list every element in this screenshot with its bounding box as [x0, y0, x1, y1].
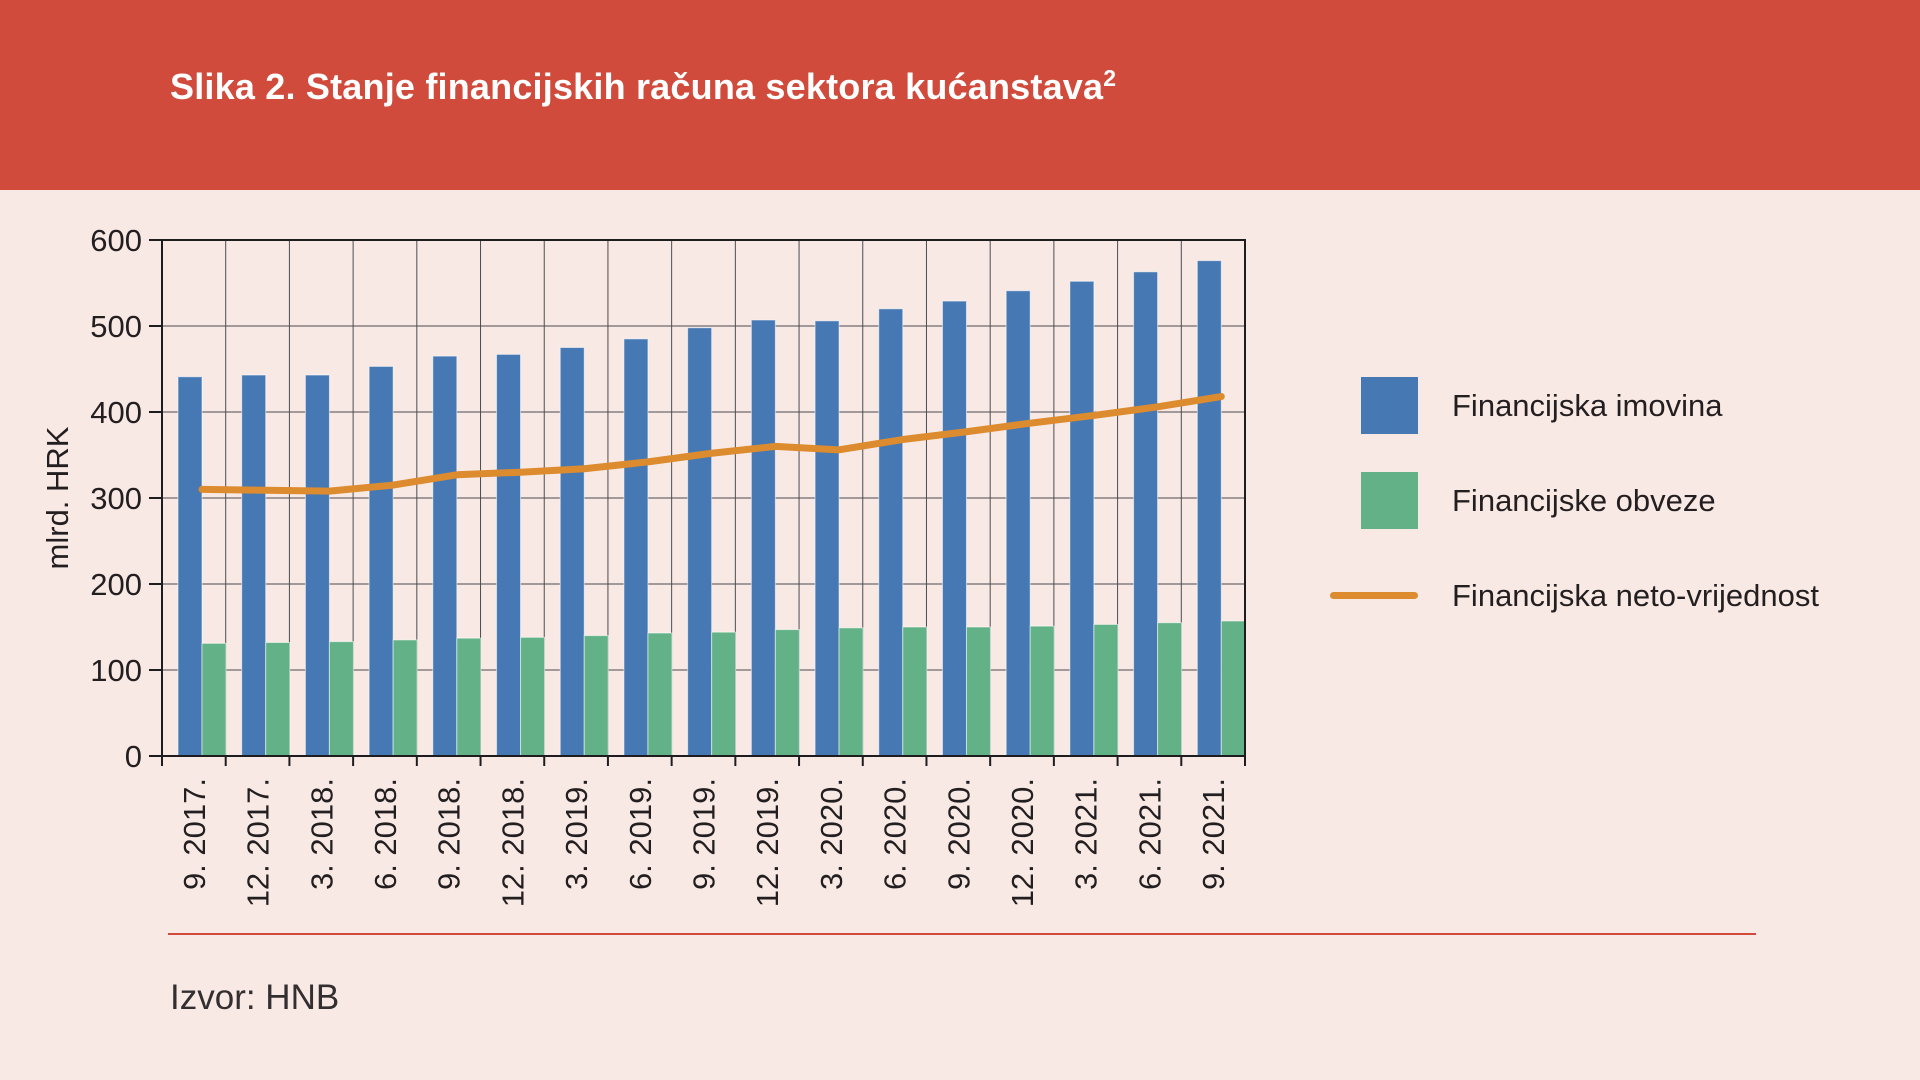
bar: [1005, 290, 1031, 757]
legend-item-financijske-obveze: Financijske obveze: [1330, 472, 1890, 529]
x-axis-tick-label: 6. 2020.: [878, 778, 913, 890]
bar: [201, 642, 227, 757]
bar: [392, 639, 418, 757]
bar: [456, 637, 482, 757]
bar: [1157, 622, 1183, 757]
legend-item-financijska-imovina: Financijska imovina: [1330, 377, 1890, 434]
legend-swatch-green-square: [1361, 472, 1418, 529]
chart-title-text: Slika 2. Stanje financijskih računa sekt…: [170, 66, 1104, 107]
legend-label: Financijske obveze: [1452, 482, 1716, 518]
plot-border: [161, 239, 1246, 757]
bar: [304, 374, 330, 757]
y-axis-tick-labels: 0 100 200 300 400 500 600: [90, 223, 142, 774]
x-axis-tick-label: 9. 2017.: [177, 778, 212, 890]
bar: [1133, 271, 1159, 757]
divider-line: [168, 933, 1756, 935]
chart-plot: 0 100 200 300 400 500 600 9. 2017. 12. 2017. 3. 2…: [40, 223, 1246, 907]
bar: [265, 641, 291, 757]
x-axis-tick-label: 12. 2017.: [241, 778, 276, 907]
bar: [241, 374, 267, 757]
bar: [1196, 260, 1222, 757]
y-axis-tick-label: 400: [90, 395, 142, 430]
y-axis-tick-label: 500: [90, 309, 142, 344]
bar: [750, 319, 776, 757]
bar: [902, 626, 928, 757]
bar: [814, 320, 840, 757]
x-axis-tick-label: 12. 2019.: [750, 778, 785, 907]
y-axis-tick-label: 600: [90, 223, 142, 258]
legend-label: Financijska neto-vrijednost: [1452, 577, 1820, 613]
bar: [838, 627, 864, 757]
bar: [368, 365, 394, 757]
source-note: Izvor: HNB: [170, 978, 340, 1017]
title-banner: Slika 2. Stanje financijskih računa sekt…: [0, 0, 1920, 190]
bar: [1069, 280, 1095, 757]
x-axis-tick-label: 9. 2020.: [941, 778, 976, 890]
bar: [687, 327, 713, 757]
bar: [1029, 625, 1055, 757]
bars-financijske-obveze: [201, 620, 1246, 757]
x-axis-tick-label: 3. 2020.: [814, 778, 849, 890]
x-axis-tick-labels: 9. 2017. 12. 2017. 3. 2018. 6. 2018. 9. 2018…: [177, 778, 1231, 907]
chart-title-footnote-marker: 2: [1103, 65, 1117, 91]
chart-legend: Financijska imovina Financijske obveze F…: [1330, 377, 1890, 662]
bar: [878, 308, 904, 757]
bar: [711, 631, 737, 757]
bars-financijska-imovina: [177, 260, 1222, 757]
x-axis-tick-label: 12. 2018.: [495, 778, 530, 907]
bar: [774, 629, 800, 757]
bar: [432, 355, 458, 757]
bar: [647, 632, 673, 757]
x-axis-tick-label: 9. 2018.: [432, 778, 467, 890]
bar: [177, 376, 203, 757]
x-axis-tick-label: 9. 2019.: [687, 778, 722, 890]
y-axis-title: mlrd. HRK: [40, 426, 75, 569]
x-axis-tick-label: 6. 2021.: [1132, 778, 1167, 890]
y-axis-tick-label: 300: [90, 481, 142, 516]
chart-title: Slika 2. Stanje financijskih računa sekt…: [170, 66, 1116, 108]
bar: [1093, 623, 1119, 757]
x-axis-tick-label: 6. 2018.: [368, 778, 403, 890]
bar: [559, 347, 585, 757]
x-axis-tick-label: 3. 2019.: [559, 778, 594, 890]
bar: [496, 353, 522, 757]
bar: [583, 635, 609, 757]
x-axis-tick-label: 3. 2021.: [1069, 778, 1104, 890]
x-axis-tick-label: 3. 2018.: [304, 778, 339, 890]
y-axis-tick-label: 100: [90, 653, 142, 688]
legend-item-financijska-neto-vrijednost: Financijska neto-vrijednost: [1330, 567, 1890, 624]
axis-ticks: [149, 239, 1246, 766]
bar: [1220, 620, 1246, 757]
bar: [941, 300, 967, 757]
legend-swatch-blue-square: [1361, 377, 1418, 434]
legend-swatch-orange-line: [1330, 592, 1418, 599]
x-axis-tick-label: 6. 2019.: [623, 778, 658, 890]
y-axis-tick-label: 200: [90, 567, 142, 602]
legend-label: Financijska imovina: [1452, 387, 1723, 423]
bar: [623, 338, 649, 757]
bar: [520, 636, 546, 757]
x-axis-tick-label: 12. 2020.: [1005, 778, 1040, 907]
bar: [328, 641, 354, 757]
bar: [965, 626, 991, 757]
x-axis-tick-label: 9. 2021.: [1196, 778, 1231, 890]
y-axis-tick-label: 0: [125, 739, 142, 774]
networth-line: [198, 393, 1225, 495]
